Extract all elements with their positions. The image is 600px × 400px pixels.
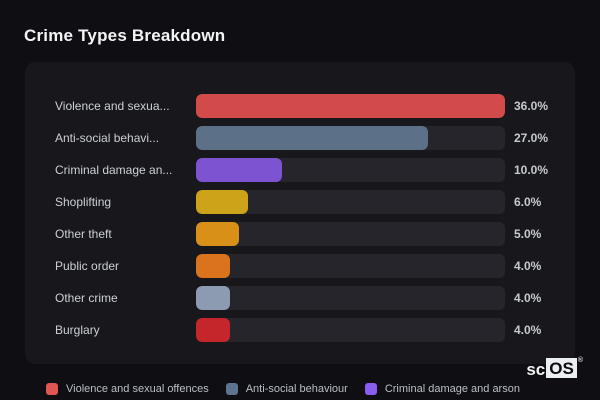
- bar-fill[interactable]: [196, 158, 282, 182]
- bar-category-label: Public order: [55, 259, 120, 273]
- scos-logo-block: OS: [546, 358, 577, 378]
- legend-item[interactable]: Anti-social behaviour: [225, 383, 348, 395]
- scos-watermark-logo: sc OS ®: [526, 357, 583, 378]
- bar-row: Violence and sexua... 36.0%: [25, 90, 575, 122]
- bar-row: Burglary 4.0%: [25, 314, 575, 346]
- bar-track: [196, 318, 505, 342]
- legend-item[interactable]: Violence and sexual offences: [46, 383, 209, 395]
- bar-category-label: Anti-social behavi...: [55, 131, 160, 145]
- scos-logo-prefix: sc: [526, 360, 546, 379]
- page-title: Crime Types Breakdown: [24, 26, 226, 45]
- bar-track: [196, 190, 505, 214]
- bar-row: Other theft 5.0%: [25, 218, 575, 250]
- bar-rows-container: Violence and sexua... 36.0% Anti-social …: [25, 90, 575, 346]
- bar-row: Other crime 4.0%: [25, 282, 575, 314]
- crime-breakdown-chart-card: Violence and sexua... 36.0% Anti-social …: [25, 62, 575, 364]
- legend-label: Violence and sexual offences: [66, 383, 209, 395]
- bar-fill[interactable]: [196, 94, 505, 118]
- bar-fill[interactable]: [196, 254, 231, 278]
- legend-swatch-icon: [46, 383, 58, 395]
- bar-value-label: 36.0%: [514, 99, 549, 113]
- bar-row: Public order 4.0%: [25, 250, 575, 282]
- bar-row: Criminal damage an... 10.0%: [25, 154, 575, 186]
- chart-legend: Violence and sexual offences Anti-social…: [46, 383, 520, 395]
- bar-track: [196, 254, 505, 278]
- bar-fill[interactable]: [196, 126, 428, 150]
- bar-category-label: Criminal damage an...: [55, 163, 173, 177]
- bar-track: [196, 158, 505, 182]
- bar-category-label: Shoplifting: [55, 195, 112, 209]
- bar-row: Anti-social behavi... 27.0%: [25, 122, 575, 154]
- bar-value-label: 5.0%: [514, 227, 542, 241]
- bar-track: [196, 286, 505, 310]
- legend-label: Criminal damage and arson: [384, 383, 520, 395]
- bar-track: [196, 94, 505, 118]
- bar-value-label: 6.0%: [514, 195, 542, 209]
- registered-trademark-icon: ®: [577, 357, 583, 364]
- bar-fill[interactable]: [196, 222, 239, 246]
- legend-label: Anti-social behaviour: [245, 383, 348, 395]
- bar-category-label: Other crime: [55, 291, 118, 305]
- bar-value-label: 4.0%: [514, 323, 542, 337]
- legend-swatch-icon: [364, 383, 377, 395]
- bar-track: [196, 222, 505, 246]
- legend-item[interactable]: Criminal damage and arson: [364, 383, 520, 395]
- bar-row: Shoplifting 6.0%: [25, 186, 575, 218]
- bar-category-label: Violence and sexua...: [55, 99, 170, 113]
- legend-swatch-icon: [225, 383, 238, 395]
- bar-value-label: 4.0%: [514, 259, 542, 273]
- bar-value-label: 4.0%: [514, 291, 542, 305]
- bar-category-label: Other theft: [55, 227, 112, 241]
- bar-value-label: 27.0%: [514, 131, 549, 145]
- bar-fill[interactable]: [196, 318, 231, 342]
- bar-fill[interactable]: [196, 286, 231, 310]
- bar-track: [196, 126, 505, 150]
- bar-value-label: 10.0%: [514, 163, 549, 177]
- bar-category-label: Burglary: [55, 323, 100, 337]
- bar-fill[interactable]: [196, 190, 248, 214]
